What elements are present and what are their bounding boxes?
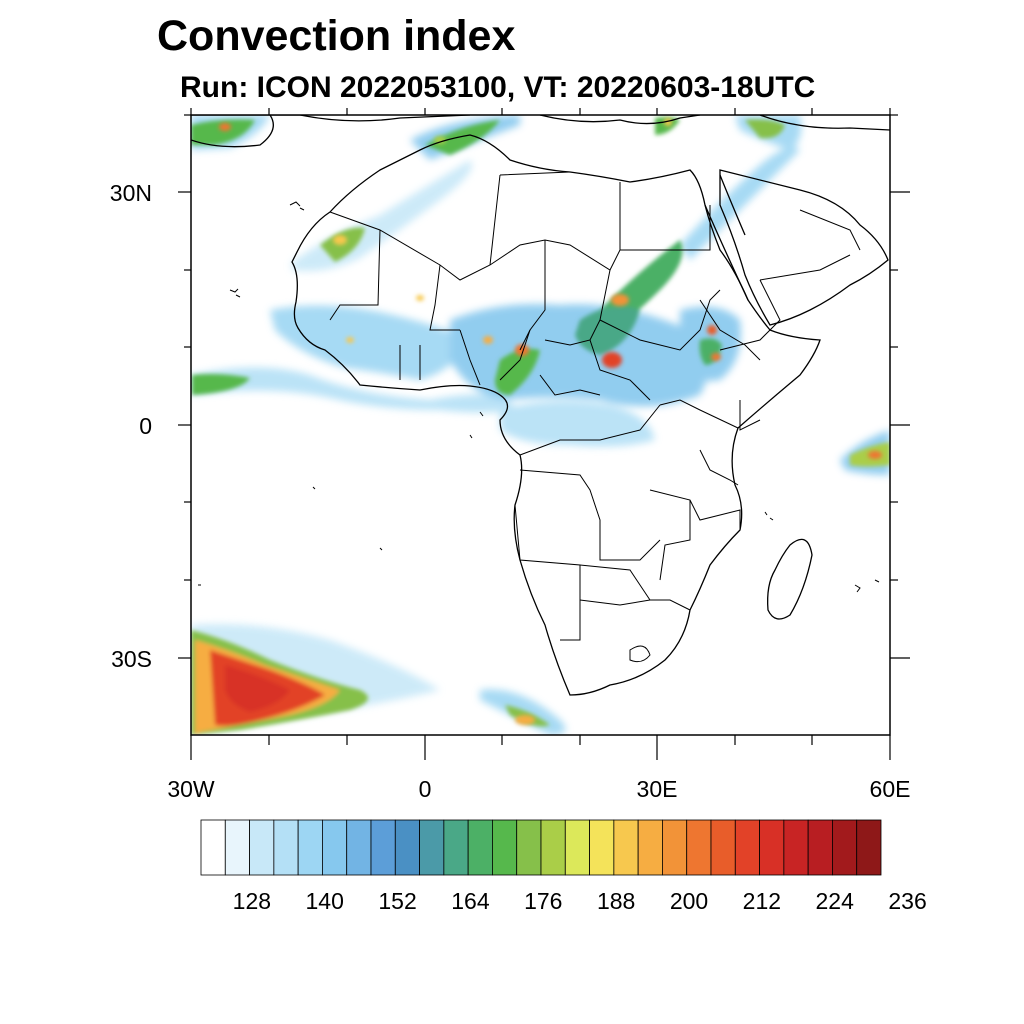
field-red-sea-streak	[680, 147, 800, 260]
field-sahel-band	[191, 367, 520, 413]
colorbar-box	[734, 819, 760, 876]
colorbar-box	[200, 819, 226, 876]
colorbar-box	[613, 819, 639, 876]
colorbar-box	[832, 819, 858, 876]
colorbar-box	[759, 819, 785, 876]
y-tick-label-30s: 30S	[111, 646, 152, 672]
country-borders	[329, 171, 861, 663]
colorbar-box	[322, 819, 348, 876]
coastlines	[191, 115, 890, 696]
x-tick-label-60e: 60E	[869, 776, 911, 802]
iberia	[191, 115, 274, 148]
colorbar-box	[249, 819, 275, 876]
colorbar-label: 140	[305, 888, 344, 914]
europe-coast	[191, 115, 890, 131]
x-tick-label-30w: 30W	[167, 776, 215, 802]
colorbar-box	[419, 819, 445, 876]
colorbar-box	[443, 819, 469, 876]
colorbar-label: 176	[524, 888, 563, 914]
tick-marks	[178, 108, 910, 760]
colorbar-label: 236	[888, 888, 927, 914]
colorbar-box	[394, 819, 420, 876]
chart-subtitle: Run: ICON 2022053100, VT: 20220603-18UTC	[180, 71, 816, 104]
convection-field	[191, 115, 890, 735]
x-tick-label-0: 0	[418, 776, 432, 802]
colorbar-box	[492, 819, 518, 876]
field-congo	[500, 401, 655, 447]
arabia	[719, 169, 889, 326]
colorbar-box	[346, 819, 372, 876]
colorbar-box	[783, 819, 809, 876]
colorbar	[200, 819, 882, 876]
colorbar-box	[686, 819, 712, 876]
field-south-atlantic-core	[191, 630, 368, 735]
y-tick-label-30n: 30N	[109, 180, 152, 206]
red-sea	[704, 174, 749, 301]
colorbar-label: 212	[742, 888, 782, 914]
islands	[198, 201, 880, 593]
colorbar-box	[540, 819, 566, 876]
colorbar-box	[710, 819, 736, 876]
colorbar-label: 164	[451, 888, 490, 914]
colorbar-box	[370, 819, 396, 876]
colorbar-box	[662, 819, 688, 876]
colorbar-box	[589, 819, 615, 876]
x-tick-label-30e: 30E	[636, 776, 678, 802]
colorbar-box	[297, 819, 323, 876]
colorbar-box	[516, 819, 542, 876]
colorbar-box	[856, 819, 882, 876]
colorbar-label: 224	[815, 888, 854, 914]
colorbar-box	[273, 819, 299, 876]
colorbar-label: 188	[596, 888, 636, 914]
colorbar-box	[224, 819, 250, 876]
colorbar-box	[467, 819, 493, 876]
colorbar-box	[807, 819, 833, 876]
field-central-africa	[450, 304, 708, 407]
madagascar	[767, 538, 813, 620]
colorbar-label: 200	[669, 888, 709, 914]
africa-coast	[291, 134, 821, 696]
colorbar-label: 152	[378, 888, 417, 914]
y-tick-label-0: 0	[139, 413, 152, 439]
field-west-africa	[270, 305, 470, 380]
colorbar-box	[637, 819, 663, 876]
field-sahara-streak	[292, 160, 472, 272]
chart-title: Convection index	[157, 12, 516, 60]
colorbar-label: 128	[232, 888, 272, 914]
colorbar-box	[564, 819, 590, 876]
